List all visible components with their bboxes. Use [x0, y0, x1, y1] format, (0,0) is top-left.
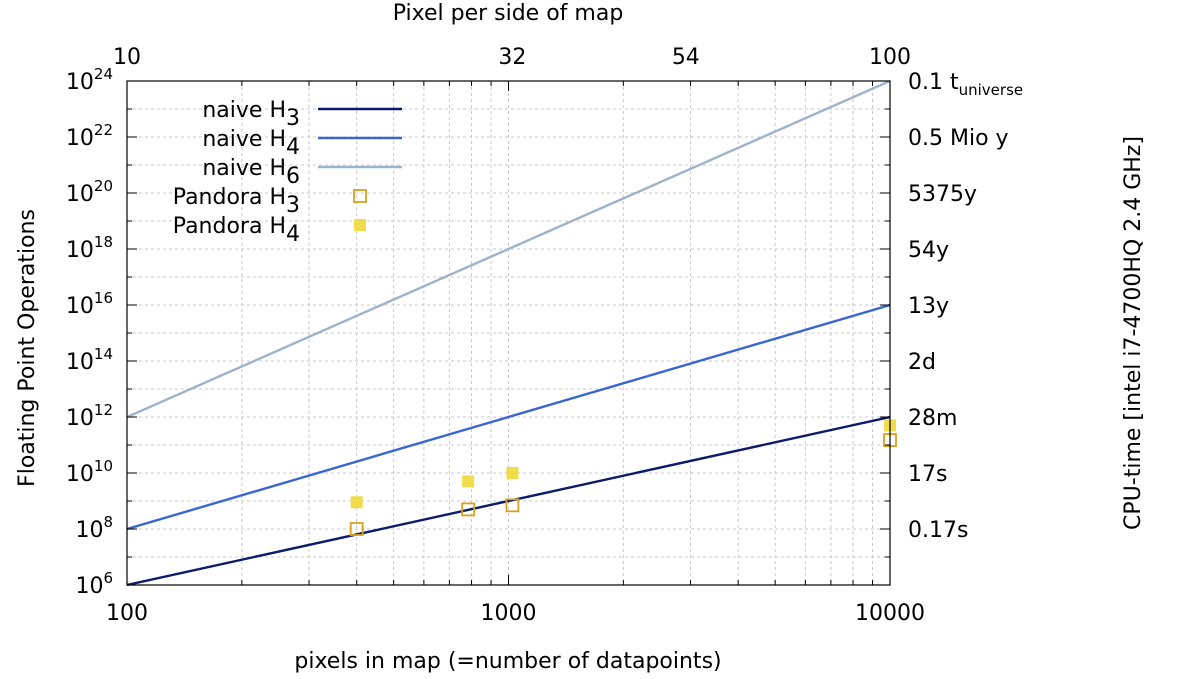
series-line-naive-h4	[126, 303, 891, 531]
y2-axis-label: CPU-time [intel i7-4700HQ 2.4 GHz]	[1121, 136, 1146, 530]
y-tick-label: 1018	[66, 233, 113, 263]
x2-tick-label: 54	[672, 45, 700, 70]
series-layer	[126, 79, 897, 587]
legend-marker-swatch	[353, 189, 367, 203]
x2-tick-label: 100	[869, 45, 911, 70]
data-point-pandora-h3	[461, 502, 476, 517]
y2-tick-label: 54y	[908, 238, 949, 263]
x2-axis-label: Pixel per side of map	[393, 1, 624, 26]
series-line-naive-h3	[126, 415, 891, 587]
x-tick-label: 10000	[855, 601, 925, 626]
y-tick-label: 1024	[66, 65, 113, 95]
legend-label: Pandora H3	[173, 185, 300, 218]
data-point-pandora-h3	[349, 522, 364, 536]
y-tick-label: 1010	[66, 457, 113, 487]
tick-layer	[126, 80, 890, 586]
x-tick-label: 1000	[481, 601, 537, 626]
data-point-pandora-h3	[505, 498, 520, 513]
x-axis-label: pixels in map (=number of datapoints)	[294, 649, 721, 674]
y-tick-label: 1012	[66, 401, 113, 431]
y-tick-label: 108	[75, 513, 113, 543]
y2-tick-label: 28m	[908, 406, 957, 431]
data-point-pandora-h4	[506, 467, 519, 479]
y-tick-label: 106	[75, 569, 113, 599]
series-line-naive-h6	[126, 79, 891, 419]
y2-tick-label: 17s	[908, 462, 947, 487]
y-tick-label: 1016	[66, 289, 113, 319]
x-tick-label: 100	[106, 601, 148, 626]
legend-label: Pandora H4	[173, 214, 300, 247]
legend-label: naive H3	[202, 98, 300, 131]
legend-label: naive H6	[202, 156, 300, 189]
y2-tick-label: 0.1 tuniverse	[908, 70, 1023, 99]
y-tick-label: 1020	[66, 177, 113, 207]
legend-marker-swatch	[354, 219, 366, 231]
y2-tick-label: 0.5 Mio y	[908, 126, 1009, 151]
y-tick-label: 1014	[66, 345, 113, 375]
data-point-pandora-h4	[462, 475, 475, 488]
y2-tick-label: 0.17s	[908, 518, 968, 543]
y2-tick-label: 13y	[908, 294, 949, 319]
legend-label: naive H4	[202, 127, 300, 160]
y2-tick-label: 5375y	[908, 182, 977, 207]
x2-tick-label: 10	[113, 45, 141, 70]
y-axis-label: Floating Point Operations	[15, 209, 40, 487]
grid-layer	[127, 81, 890, 585]
y-tick-label: 1022	[66, 121, 113, 151]
data-point-pandora-h4	[350, 496, 363, 509]
y2-tick-label: 2d	[908, 350, 936, 375]
x2-tick-label: 32	[498, 45, 526, 70]
